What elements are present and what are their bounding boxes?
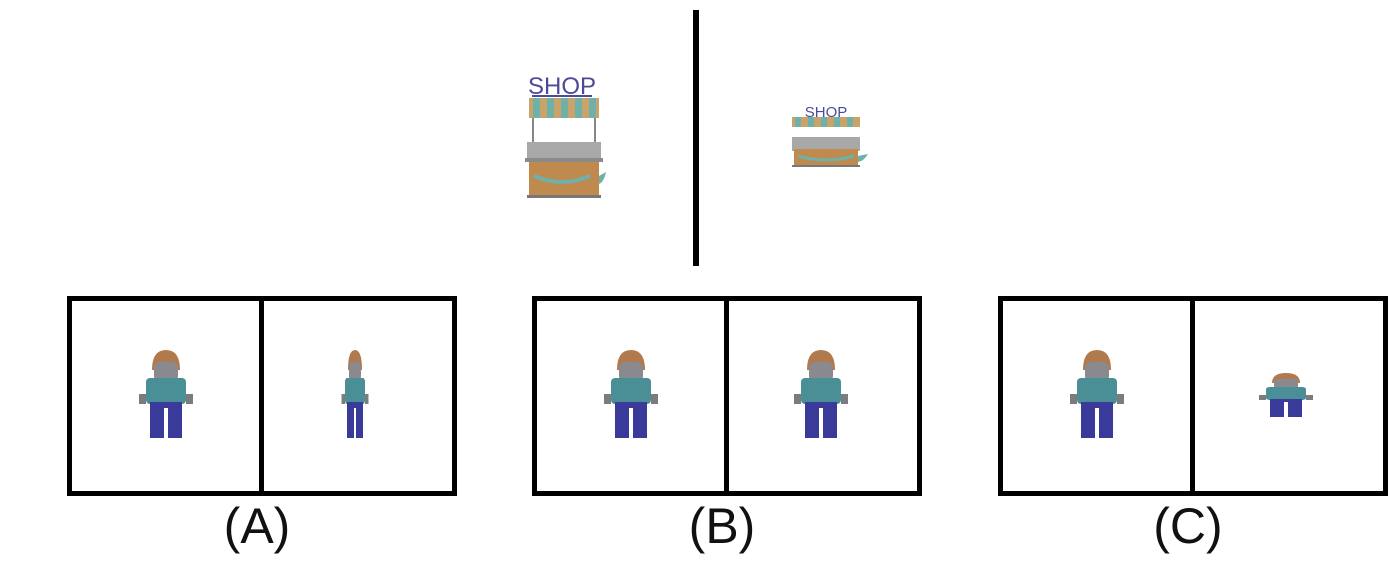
vertical-divider — [693, 10, 699, 266]
figure-normal-b-right — [794, 350, 848, 438]
panel-divider — [724, 301, 729, 491]
shop-sign-small: SHOP — [805, 104, 848, 121]
option-c-panel[interactable] — [998, 296, 1388, 496]
figure-normal-b-left — [604, 350, 658, 438]
option-a-label: (A) — [223, 498, 291, 554]
option-a-panel[interactable] — [67, 296, 457, 496]
shop-cart-large: SHOP — [525, 73, 606, 198]
shop-cart-small: SHOP — [792, 104, 868, 167]
figure-short-c-right — [1259, 373, 1313, 417]
figure-normal-a-left — [139, 350, 193, 438]
figure-narrow-a-right — [341, 350, 369, 438]
panel-divider — [1190, 301, 1195, 491]
panel-divider — [259, 301, 264, 491]
figure-normal-c-left — [1070, 350, 1124, 438]
option-c-label: (C) — [1153, 498, 1223, 554]
option-b-panel[interactable] — [532, 296, 922, 496]
option-b-label: (B) — [688, 498, 756, 554]
